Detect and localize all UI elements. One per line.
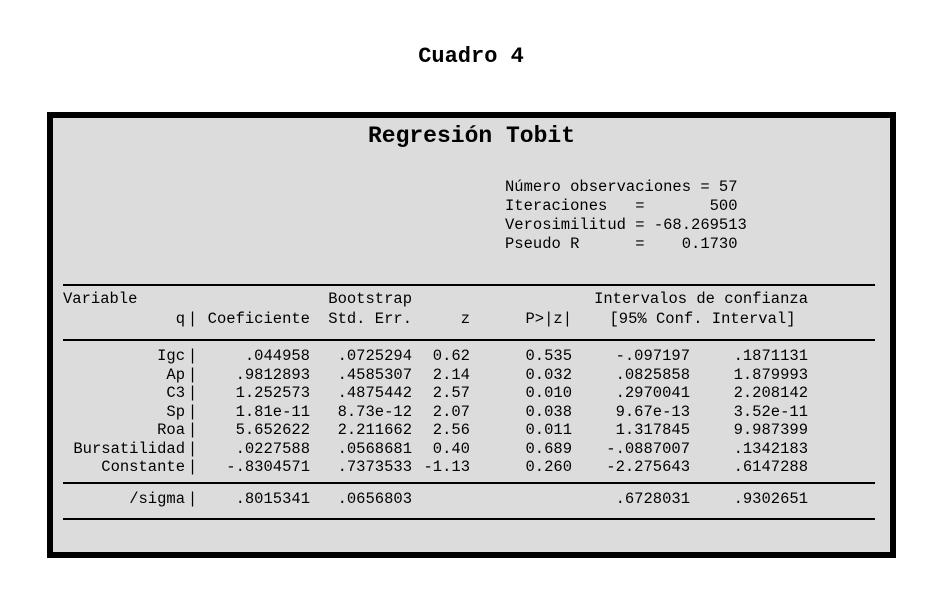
cell-coef: -.8304571 <box>226 458 310 476</box>
cell-pipe: | <box>187 439 198 458</box>
stat-observations: Número observaciones = 57 <box>505 178 738 196</box>
cell-stderr: .0725294 <box>337 347 412 365</box>
stat-loglikelihood: Verosimilitud = -68.269513 <box>505 216 747 234</box>
header-pipe: | <box>187 310 198 328</box>
sigma-row: /sigma | .8015341 .0656803 .6728031 .930… <box>63 490 875 509</box>
cell-pipe: | <box>187 458 198 476</box>
table-row: Bursatilidad | .0227588 .0568681 0.40 0.… <box>63 440 875 459</box>
panel-title: Regresión Tobit <box>367 123 576 149</box>
table-body: Igc | .044958 .0725294 0.62 0.535 -.0971… <box>63 347 875 477</box>
cell-p <box>470 490 572 509</box>
table-header-row-1: Variable Bootstrap Intervalos de confian… <box>63 289 875 309</box>
cell-pipe: | <box>187 421 198 439</box>
cell-coef: .9812893 <box>235 365 310 384</box>
cell-z: -1.13 <box>423 458 470 476</box>
cell-pipe: | <box>187 489 198 508</box>
cell-coef: 1.252573 <box>235 384 310 402</box>
cell-variable: Igc <box>157 347 185 365</box>
table-row: Ap | .9812893 .4585307 2.14 0.032 .08258… <box>63 366 875 385</box>
cell-pipe: | <box>187 365 198 384</box>
header-ci-title: Intervalos de confianza <box>594 290 808 308</box>
table-row: Igc | .044958 .0725294 0.62 0.535 -.0971… <box>63 347 875 366</box>
stat-iterations: Iteraciones = 500 <box>505 197 738 215</box>
cell-stderr: .4875442 <box>337 384 412 402</box>
table-row: Constante | -.8304571 .7373533 -1.13 0.2… <box>63 458 875 477</box>
header-depvar: q <box>175 310 185 328</box>
cell-stderr: 2.211662 <box>337 421 412 439</box>
header-stderr: Std. Err. <box>328 310 412 328</box>
header-pvalue: P>|z| <box>525 310 572 328</box>
cell-p: 0.689 <box>525 439 572 458</box>
cell-ci-low: .6728031 <box>615 489 690 508</box>
cell-ci-high: 9.987399 <box>733 421 808 439</box>
cell-coef: .0227588 <box>235 439 310 458</box>
cell-z <box>412 490 470 509</box>
cell-pipe: | <box>187 347 198 365</box>
header-ci-interval: [95% Conf. Interval] <box>609 310 796 328</box>
cell-variable: /sigma <box>129 489 185 508</box>
stat-pseudo-r: Pseudo R = 0.1730 <box>505 235 738 253</box>
cell-stderr: .4585307 <box>337 365 412 384</box>
regression-output-panel: Regresión Tobit Número observaciones = 5… <box>47 112 896 558</box>
cell-z: 2.07 <box>432 402 470 421</box>
cell-p: 0.535 <box>525 347 572 365</box>
cell-ci-low: .0825858 <box>615 365 690 384</box>
table-rule-above-sigma <box>63 481 875 484</box>
cell-ci-low: -.097197 <box>615 347 690 365</box>
cell-z: 2.56 <box>432 421 470 439</box>
cell-z: 0.62 <box>432 347 470 365</box>
cell-variable: C3 <box>166 384 185 402</box>
cell-p: 0.032 <box>525 365 572 384</box>
cell-ci-high: 3.52e-11 <box>733 402 808 421</box>
cell-ci-low: .2970041 <box>615 384 690 402</box>
cell-variable: Bursatilidad <box>73 439 185 458</box>
cell-ci-low: 1.317845 <box>615 421 690 439</box>
cell-ci-low: -2.275643 <box>606 458 690 476</box>
results-table: Variable Bootstrap Intervalos de confian… <box>63 284 875 520</box>
figure-caption: Cuadro 4 <box>418 44 524 69</box>
cell-coef: .044958 <box>244 347 310 365</box>
table-rule-below-header <box>63 339 875 341</box>
cell-p: 0.260 <box>525 458 572 476</box>
cell-ci-low: 9.67e-13 <box>615 402 690 421</box>
cell-p: 0.010 <box>525 384 572 402</box>
table-header-row-2: q | Coeficiente Std. Err. z P>|z| [95% C… <box>63 309 875 329</box>
table-rule-top <box>63 284 875 286</box>
table-row: Sp | 1.81e-11 8.73e-12 2.07 0.038 9.67e-… <box>63 403 875 422</box>
cell-ci-high: 1.879993 <box>733 365 808 384</box>
cell-variable: Roa <box>157 421 185 439</box>
cell-z: 0.40 <box>432 439 470 458</box>
cell-p: 0.038 <box>525 402 572 421</box>
model-stats: Número observaciones = 57 Iteraciones = … <box>505 178 747 254</box>
cell-ci-low: -.0887007 <box>606 439 690 458</box>
cell-coef: 1.81e-11 <box>235 402 310 421</box>
table-row: C3 | 1.252573 .4875442 2.57 0.010 .29700… <box>63 384 875 403</box>
cell-ci-high: .9302651 <box>733 489 808 508</box>
header-bootstrap: Bootstrap <box>328 290 412 308</box>
cell-coef: .8015341 <box>235 489 310 508</box>
cell-pipe: | <box>187 402 198 421</box>
cell-z: 2.14 <box>432 365 470 384</box>
cell-stderr: 8.73e-12 <box>337 402 412 421</box>
cell-variable: Sp <box>166 402 185 421</box>
cell-stderr: .0568681 <box>337 439 412 458</box>
cell-ci-high: .1871131 <box>733 347 808 365</box>
cell-pipe: | <box>187 384 198 402</box>
cell-coef: 5.652622 <box>235 421 310 439</box>
cell-p: 0.011 <box>525 421 572 439</box>
cell-ci-high: 2.208142 <box>733 384 808 402</box>
cell-stderr: .7373533 <box>337 458 412 476</box>
cell-variable: Constante <box>101 458 185 476</box>
cell-stderr: .0656803 <box>337 489 412 508</box>
header-coefficient: Coeficiente <box>207 310 310 328</box>
header-z: z <box>460 310 470 328</box>
cell-z: 2.57 <box>432 384 470 402</box>
table-rule-bottom <box>63 518 875 520</box>
table-row: Roa | 5.652622 2.211662 2.56 0.011 1.317… <box>63 421 875 440</box>
header-variable: Variable <box>63 290 138 308</box>
cell-ci-high: .6147288 <box>733 458 808 476</box>
cell-variable: Ap <box>166 365 185 384</box>
cell-ci-high: .1342183 <box>733 439 808 458</box>
